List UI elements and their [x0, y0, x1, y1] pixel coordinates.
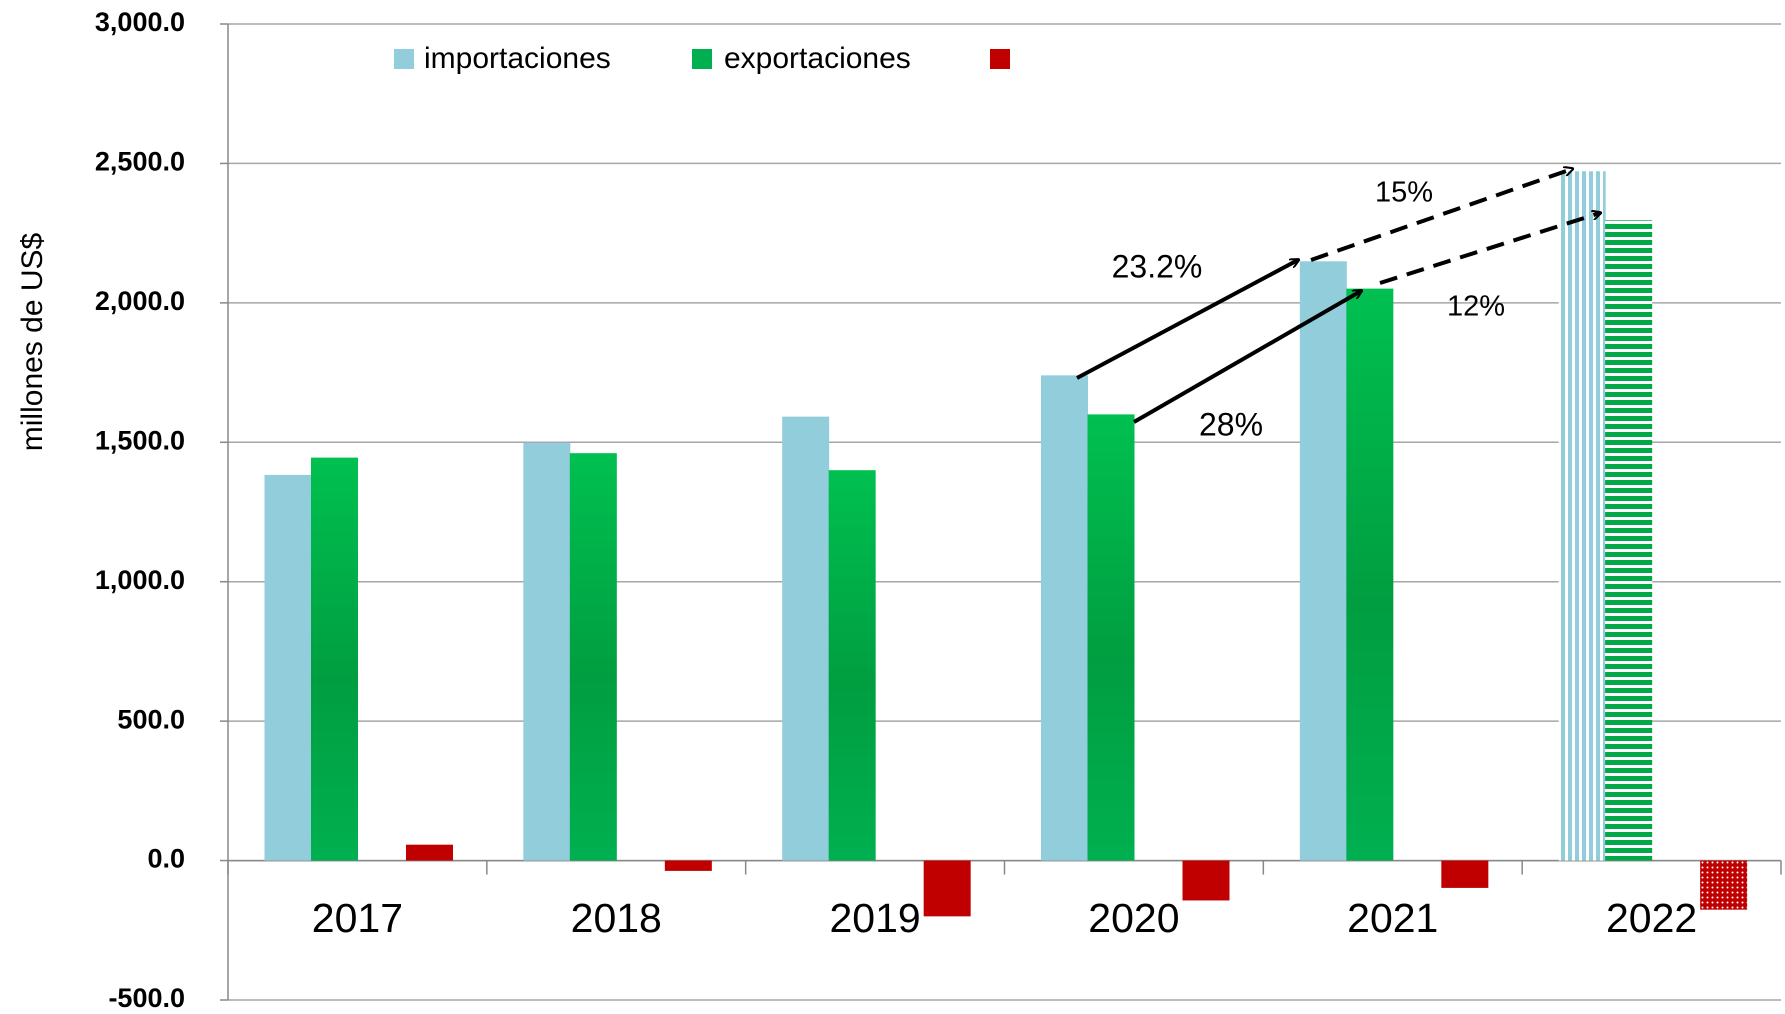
bar	[1558, 171, 1606, 861]
legend-label: exportaciones	[724, 42, 911, 75]
y-tick-label: -500.0	[108, 983, 185, 1013]
x-tick-label: 2019	[829, 895, 920, 941]
y-axis-label: millones de US$	[16, 232, 49, 451]
bar	[1041, 375, 1088, 861]
arrow	[1076, 260, 1298, 380]
arrow	[1310, 169, 1572, 262]
x-tick-label: 2021	[1347, 895, 1438, 941]
legend-swatch	[394, 49, 414, 69]
y-tick-label: 0.0	[147, 844, 185, 874]
bar	[264, 474, 312, 861]
annotation: 28%	[1199, 406, 1263, 442]
bar	[311, 457, 358, 861]
bar	[569, 453, 617, 861]
bar	[406, 844, 453, 861]
y-tick-label: 1,500.0	[95, 425, 185, 455]
bar	[1605, 220, 1653, 861]
bar	[1087, 414, 1135, 861]
annotation: 12%	[1447, 291, 1505, 323]
x-tick-label: 2018	[571, 895, 662, 941]
y-tick-label: 2,000.0	[95, 286, 185, 316]
bar	[923, 860, 971, 917]
arrow	[1379, 213, 1600, 285]
bar	[828, 470, 876, 861]
bar	[523, 442, 571, 861]
bar	[1346, 288, 1394, 861]
y-tick-label: 1,000.0	[95, 565, 185, 595]
arrow	[1133, 291, 1361, 424]
y-tick-label: 500.0	[117, 704, 185, 734]
annotation: 23.2%	[1112, 248, 1203, 284]
legend-label: importaciones	[424, 42, 611, 75]
y-tick-label: 3,000.0	[95, 7, 185, 37]
legend-swatch	[692, 49, 712, 69]
x-tick-label: 2020	[1088, 895, 1179, 941]
legend-swatch	[990, 49, 1010, 69]
bar	[1182, 860, 1230, 901]
y-tick-label: 2,500.0	[95, 147, 185, 177]
bar	[782, 416, 830, 861]
bar	[664, 860, 712, 871]
bar	[1441, 860, 1489, 888]
bar	[1700, 860, 1748, 910]
x-tick-label: 2017	[312, 895, 403, 941]
annotation: 15%	[1375, 177, 1433, 209]
x-tick-label: 2022	[1606, 895, 1697, 941]
bar	[1299, 261, 1347, 861]
